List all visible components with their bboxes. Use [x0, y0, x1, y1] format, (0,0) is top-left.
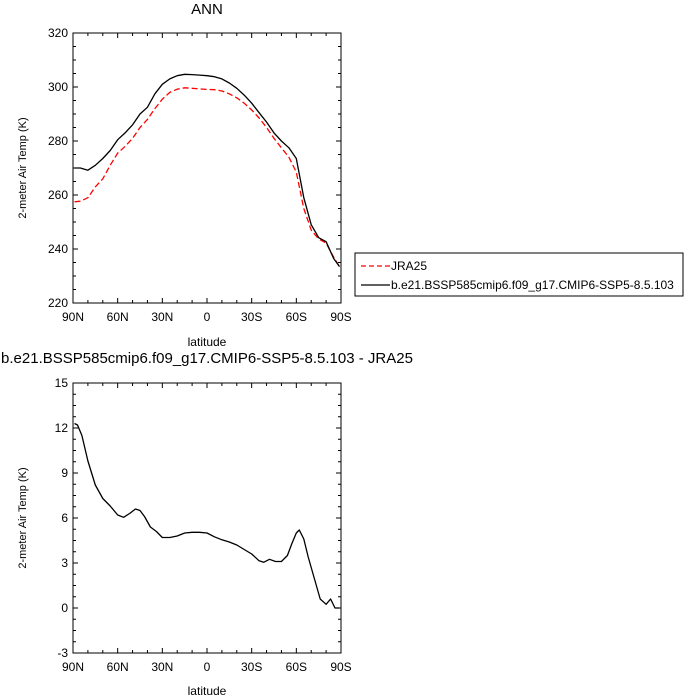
- x-tick-label: 60S: [286, 660, 307, 674]
- top-y-axis-label: 2-meter Air Temp (K): [17, 117, 29, 218]
- x-tick-label: 60N: [107, 660, 129, 674]
- bottom-chart-title: b.e21.BSSP585cmip6.f09_g17.CMIP6-SSP5-8.…: [1, 350, 413, 367]
- bottom-x-axis-label: latitude: [188, 684, 227, 698]
- top-legend: JRA25 b.e21.BSSP585cmip6.f09_g17.CMIP6-S…: [354, 252, 684, 297]
- legend-label-jra25: JRA25: [391, 259, 427, 273]
- x-tick-label: 90S: [330, 660, 351, 674]
- y-tick-label: 3: [61, 556, 68, 570]
- top-x-axis: 90N 60N 30N 0 30S 60S 90S: [62, 33, 352, 324]
- bottom-panel: b.e21.BSSP585cmip6.f09_g17.CMIP6-SSP5-8.…: [1, 350, 413, 698]
- x-tick-label: 0: [204, 310, 211, 324]
- y-tick-label: 240: [48, 242, 68, 256]
- y-tick-label: -3: [57, 646, 68, 660]
- top-y-axis: 220 240 260 280 300 320: [48, 26, 341, 310]
- x-tick-label: 90S: [330, 310, 351, 324]
- x-tick-label: 60S: [286, 310, 307, 324]
- top-series-line-0: [74, 87, 341, 267]
- top-series-lines: [74, 73, 341, 267]
- bottom-series-lines: [74, 422, 340, 609]
- top-plot-frame: [72, 32, 342, 304]
- x-tick-label: 30N: [151, 660, 173, 674]
- y-tick-label: 220: [48, 296, 68, 310]
- bottom-plot-frame: [72, 382, 342, 654]
- bottom-y-axis-label: 2-meter Air Temp (K): [17, 467, 29, 568]
- y-tick-label: 9: [61, 466, 68, 480]
- bottom-series-line-0: [74, 422, 340, 609]
- legend-label-model: b.e21.BSSP585cmip6.f09_g17.CMIP6-SSP5-8.…: [391, 278, 674, 292]
- top-x-axis-label: latitude: [188, 335, 227, 349]
- legend-box: [354, 252, 684, 297]
- y-tick-label: 12: [55, 421, 69, 435]
- x-tick-label: 30N: [151, 310, 173, 324]
- y-tick-label: 300: [48, 80, 68, 94]
- x-tick-label: 30S: [241, 660, 262, 674]
- y-tick-label: 6: [61, 511, 68, 525]
- x-tick-label: 90N: [62, 660, 84, 674]
- bottom-x-axis: 90N 60N 30N 0 30S 60S 90S: [62, 383, 352, 674]
- y-tick-label: 280: [48, 134, 68, 148]
- x-tick-label: 0: [204, 660, 211, 674]
- x-tick-label: 30S: [241, 310, 262, 324]
- top-series-line-1: [74, 73, 341, 267]
- y-tick-label: 320: [48, 26, 68, 40]
- y-tick-label: 15: [55, 376, 69, 390]
- y-tick-label: 0: [61, 601, 68, 615]
- bottom-y-axis: -3 0 3 6 9 12 15: [55, 376, 341, 660]
- x-tick-label: 90N: [62, 310, 84, 324]
- top-chart-title: ANN: [191, 1, 223, 18]
- x-tick-label: 60N: [107, 310, 129, 324]
- y-tick-label: 260: [48, 188, 68, 202]
